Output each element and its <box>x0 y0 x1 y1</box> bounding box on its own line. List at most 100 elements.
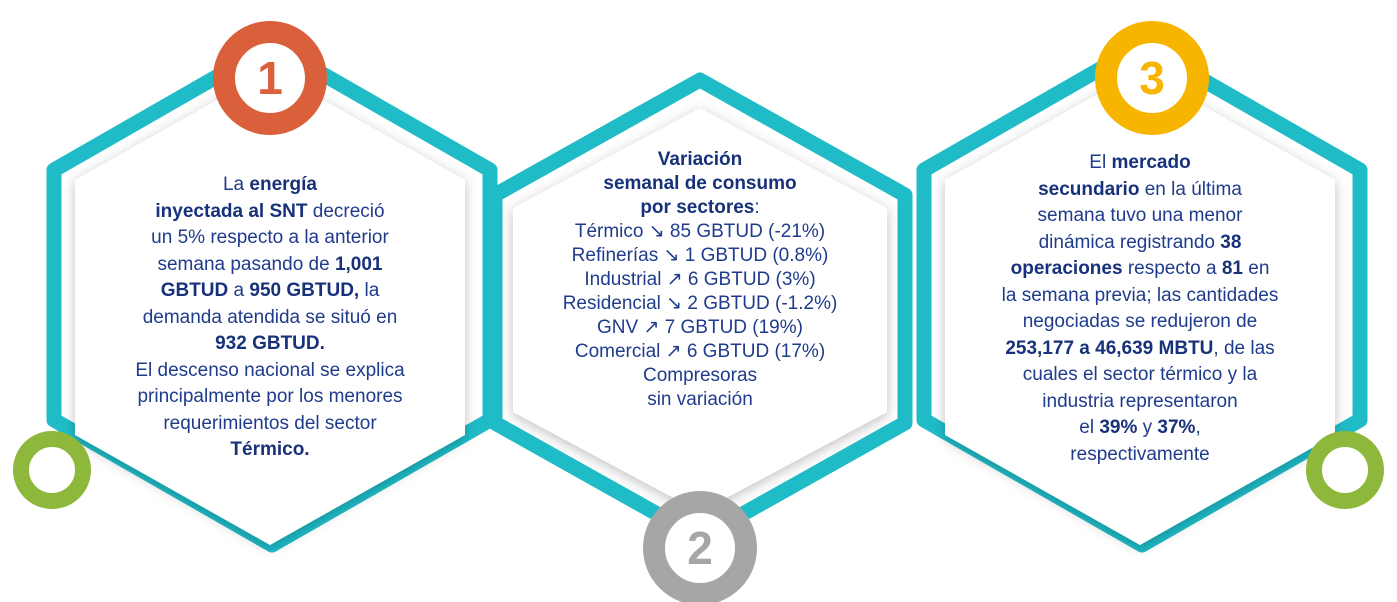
text-segment: Térmico ↘ 85 GBTUD (-21%) <box>574 221 826 242</box>
text-segment: operaciones <box>1010 258 1123 279</box>
text-segment: Refinerías ↘ 1 GBTUD (0.8%) <box>571 245 829 266</box>
text-line: Refinerías ↘ 1 GBTUD (0.8%) <box>510 244 890 268</box>
text-segment: 37% <box>1157 417 1196 438</box>
text-line: cuales el sector térmico y la <box>945 362 1335 389</box>
text-line: GNV ↗ 7 GBTUD (19%) <box>510 316 890 340</box>
text-segment: el <box>1079 417 1100 438</box>
text-line: requerimientos del sector <box>80 411 460 438</box>
hexagon-card <box>513 108 887 512</box>
text-segment: Comercial ↗ 6 GBTUD (17%) <box>574 341 826 362</box>
text-line: Comercial ↗ 6 GBTUD (17%) <box>510 340 890 364</box>
text-line: Compresoras <box>510 364 890 388</box>
text-line: la semana previa; las cantidades <box>945 283 1335 310</box>
text-segment: Variación <box>657 149 743 170</box>
text-segment: Térmico. <box>230 439 310 460</box>
text-line: 253,177 a 46,639 MBTU, de las <box>945 336 1335 363</box>
text-segment: negociadas se redujeron de <box>1022 311 1258 332</box>
text-segment: por sectores <box>640 197 755 218</box>
text-segment: Residencial ↘ 2 GBTUD (-1.2%) <box>562 293 838 314</box>
panel-text: El mercado secundario en la última semana … <box>945 150 1335 468</box>
text-segment: 81 <box>1221 258 1243 279</box>
text-line: negociadas se redujeron de <box>945 309 1335 336</box>
text-line: demanda atendida se situó en <box>80 305 460 332</box>
number-ring <box>643 491 757 602</box>
text-segment: cuales el sector térmico y la <box>1022 364 1258 385</box>
text-segment: industria representaron <box>1042 390 1238 412</box>
panel-number: 2 <box>687 522 713 574</box>
text-segment: 932 GBTUD. <box>215 333 325 354</box>
text-segment: semana pasando de <box>157 253 335 275</box>
green-ring <box>13 431 91 509</box>
text-line: semanal de consumo <box>510 172 890 196</box>
hexagon-frame <box>46 37 498 553</box>
text-segment: 253,177 a 46,639 MBTU <box>1005 337 1214 359</box>
text-segment: respectivamente <box>1070 443 1210 465</box>
text-segment: Compresoras <box>642 365 758 386</box>
text-segment: La <box>222 174 250 195</box>
text-segment: un 5% respecto a la anterior <box>151 227 389 248</box>
text-line: respectivamente <box>945 442 1335 469</box>
text-line: semana pasando de 1,001 <box>80 252 460 279</box>
text-line: operaciones respecto a 81 en <box>945 256 1335 283</box>
text-segment: respecto a <box>1122 258 1222 279</box>
text-segment: 1,001 <box>334 253 383 275</box>
panel-number: 3 <box>1139 52 1165 104</box>
text-line: sin variación <box>510 388 890 412</box>
text-segment: , <box>1195 417 1201 438</box>
hexagon-card <box>945 70 1335 545</box>
panel-text: La energía inyectada al SNT decreció un 5%… <box>80 172 460 464</box>
text-segment: : <box>754 197 760 218</box>
text-line: La energía <box>80 172 460 199</box>
text-segment: requerimientos del sector <box>163 412 377 434</box>
text-segment: Industrial ↗ 6 GBTUD (3%) <box>584 269 816 290</box>
text-line: por sectores: <box>510 196 890 220</box>
panel-number: 1 <box>257 52 283 104</box>
text-segment: demanda atendida se situó en <box>142 306 398 328</box>
text-segment: semana tuvo una menor <box>1037 205 1243 226</box>
text-line: dinámica registrando 38 <box>945 230 1335 257</box>
text-line: El descenso nacional se explica <box>80 358 460 385</box>
panel-text: Variación semanal de consumo por sectores:… <box>510 148 890 412</box>
text-segment: y <box>1137 417 1158 438</box>
text-segment: sin variación <box>647 389 753 410</box>
text-segment: 38 <box>1220 231 1242 253</box>
text-segment: inyectada al SNT <box>155 200 308 222</box>
hexagon-frame <box>916 37 1368 553</box>
text-line: Térmico ↘ 85 GBTUD (-21%) <box>510 220 890 244</box>
text-line: GBTUD a 950 GBTUD, la <box>80 278 460 305</box>
text-line: el 39% y 37%, <box>945 415 1335 442</box>
text-segment: 950 GBTUD, <box>249 280 360 301</box>
text-segment: principalmente por los menores <box>137 386 403 407</box>
text-line: inyectada al SNT decreció <box>80 199 460 226</box>
text-segment: decreció <box>307 200 385 222</box>
text-line: semana tuvo una menor <box>945 203 1335 230</box>
text-segment: secundario <box>1038 178 1140 200</box>
text-line: Térmico. <box>80 437 460 464</box>
text-line: un 5% respecto a la anterior <box>80 225 460 252</box>
number-ring <box>1095 21 1209 135</box>
text-segment: semanal de consumo <box>603 173 797 194</box>
text-line: Residencial ↘ 2 GBTUD (-1.2%) <box>510 292 890 316</box>
text-segment: GNV ↗ 7 GBTUD (19%) <box>597 317 803 338</box>
text-segment: la semana previa; las cantidades <box>1001 284 1279 306</box>
text-segment: , de las <box>1213 337 1275 359</box>
text-segment: en <box>1242 258 1270 279</box>
text-segment: a <box>228 280 250 301</box>
text-segment: mercado <box>1111 152 1191 173</box>
text-line: industria representaron <box>945 389 1335 416</box>
text-line: secundario en la última <box>945 177 1335 204</box>
text-segment: El descenso nacional se explica <box>135 359 405 381</box>
number-ring <box>213 21 327 135</box>
text-line: 932 GBTUD. <box>80 331 460 358</box>
text-segment: en la última <box>1139 178 1242 200</box>
text-line: El mercado <box>945 150 1335 177</box>
text-line: principalmente por los menores <box>80 384 460 411</box>
text-line: Variación <box>510 148 890 172</box>
text-segment: dinámica registrando <box>1038 231 1221 253</box>
text-line: Industrial ↗ 6 GBTUD (3%) <box>510 268 890 292</box>
text-segment: energía <box>249 174 317 195</box>
text-segment: El <box>1089 152 1112 173</box>
hexagon-card <box>75 70 465 545</box>
